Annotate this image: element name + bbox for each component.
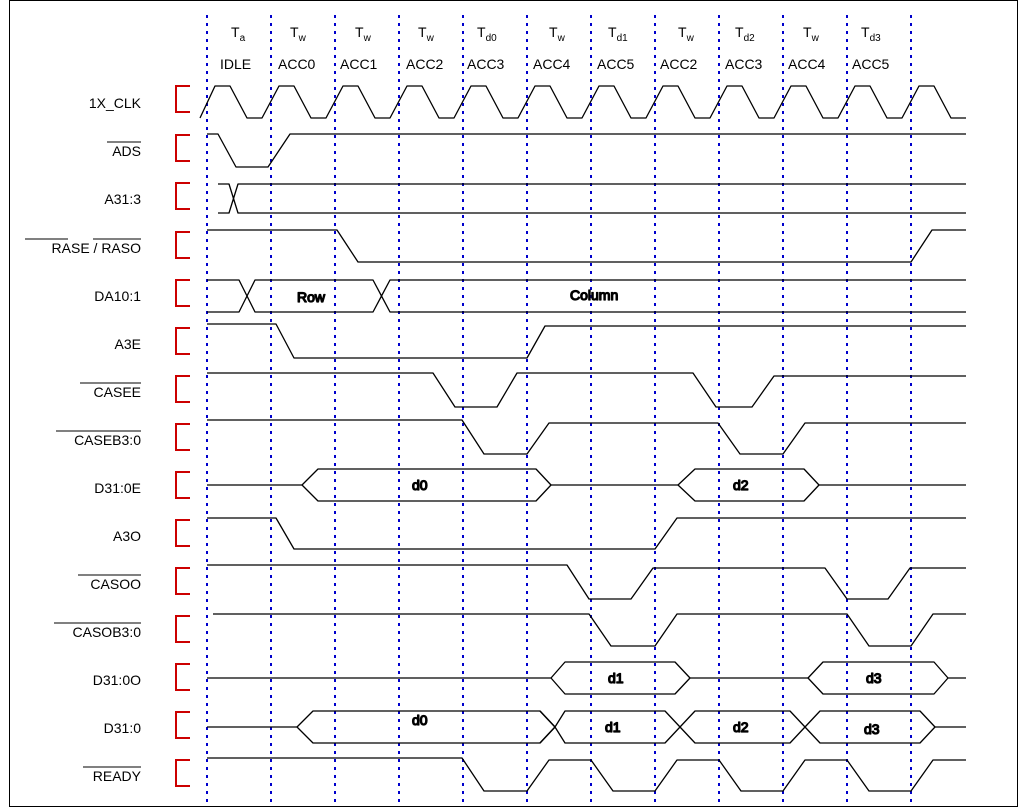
phase-access-5: ACC4 [533, 56, 571, 72]
signal-label-ads: ADS [112, 143, 141, 159]
phase-access-4: ACC3 [467, 56, 505, 72]
phase-state-8: Td2 [735, 24, 755, 44]
signal-label-a3o: A3O [113, 528, 141, 544]
bus-label-d2e: d2 [733, 477, 749, 493]
wave-1x-clk [199, 85, 966, 119]
bus-label-d1: d1 [605, 719, 621, 735]
bus-label-d0: d0 [412, 712, 428, 728]
wave-casoo [207, 564, 966, 600]
signal-bracket-casee [175, 375, 190, 403]
signal-bracket-a3e [175, 327, 190, 355]
phase-state-1: Tw [290, 24, 307, 44]
signal-label-casee: CASEE [94, 384, 141, 400]
bus-label-d3o: d3 [866, 670, 882, 686]
bus-label-d0e: d0 [412, 477, 428, 493]
phase-state-10: Td3 [861, 24, 881, 44]
signal-label-a3e: A3E [115, 336, 141, 352]
wave-casob3-0 [213, 613, 966, 647]
phase-access-9: ACC4 [788, 56, 826, 72]
bus-label-column: Column [570, 287, 618, 303]
diagram-border [9, 0, 1018, 807]
signal-bracket-ready [175, 759, 190, 787]
signal-bracket-a3o [175, 519, 190, 547]
signal-bracket-rase-raso [175, 231, 190, 259]
signal-label-caseb3-0: CASEB3:0 [74, 432, 141, 448]
signal-bracket-d31-0o [175, 663, 190, 691]
phase-access-3: ACC2 [406, 56, 444, 72]
bus-label-d1o: d1 [608, 670, 624, 686]
signal-label-d31-0o: D31:0O [93, 672, 141, 688]
phase-state-5: Tw [549, 24, 566, 44]
signal-label-d31-0e: D31:0E [94, 480, 141, 496]
phase-access-10: ACC5 [852, 56, 890, 72]
wave-ready [207, 757, 966, 792]
wave-a3e [207, 323, 966, 359]
phase-state-3: Tw [418, 24, 435, 44]
bus-label-d2: d2 [733, 719, 749, 735]
signal-bracket-casoo [175, 567, 190, 595]
signal-bracket-caseb3-0 [175, 423, 190, 451]
bus-label-row: Row [297, 289, 326, 305]
signal-bracket-casob3-0 [175, 615, 190, 643]
wave-da10-1-lower [207, 279, 966, 313]
signal-label-rase-raso: RASE / RASO [52, 240, 142, 256]
phase-state-9: Tw [803, 24, 820, 44]
phase-state-4: Td0 [477, 24, 497, 44]
signal-label-casob3-0: CASOB3:0 [73, 624, 142, 640]
signal-label-1x-clk: 1X_CLK [89, 95, 142, 111]
phase-access-8: ACC3 [725, 56, 763, 72]
wave-ads [207, 133, 966, 168]
wave-casee [207, 372, 966, 408]
phase-access-2: ACC1 [340, 56, 378, 72]
wave-da10-1-upper [207, 279, 966, 313]
signal-bracket-ads [175, 134, 190, 162]
wave-a31-3-lower [218, 183, 966, 214]
signal-label-d31-0: D31:0 [104, 720, 142, 736]
phase-state-7: Tw [678, 24, 695, 44]
wave-rase-raso [207, 229, 966, 263]
waveforms: Row Column d0 d2 [199, 85, 966, 792]
signal-label-da10-1: DA10:1 [94, 288, 141, 304]
signal-label-casoo: CASOO [90, 576, 141, 592]
phase-state-0: Ta [231, 24, 246, 44]
signal-bracket-d31-0 [175, 711, 190, 739]
phase-state-6: Td1 [608, 24, 628, 44]
bus-label-d3: d3 [864, 721, 880, 737]
signal-bracket-a31-3 [175, 182, 190, 210]
signal-label-ready: READY [93, 768, 142, 784]
signal-bracket-da10-1 [175, 279, 190, 307]
signal-bracket-1x-clk [175, 85, 190, 113]
phase-access-1: ACC0 [278, 56, 316, 72]
signal-bracket-d31-0e [175, 471, 190, 499]
phase-access-6: ACC5 [597, 56, 635, 72]
wave-caseb3-0 [207, 419, 966, 455]
phase-access-7: ACC2 [660, 56, 698, 72]
signal-labels: 1X_CLK ADS A31:3 RASE / RASO DA10:1 A3E … [25, 85, 190, 787]
signal-label-a31-3: A31:3 [104, 191, 141, 207]
phase-access-0: IDLE [220, 56, 251, 72]
phase-state-2: Tw [355, 24, 372, 44]
wave-a3o [207, 517, 966, 550]
phase-headers: Ta Tw Tw Tw Td0 Tw Td1 Tw Td2 Tw Td3 IDL… [220, 24, 890, 72]
